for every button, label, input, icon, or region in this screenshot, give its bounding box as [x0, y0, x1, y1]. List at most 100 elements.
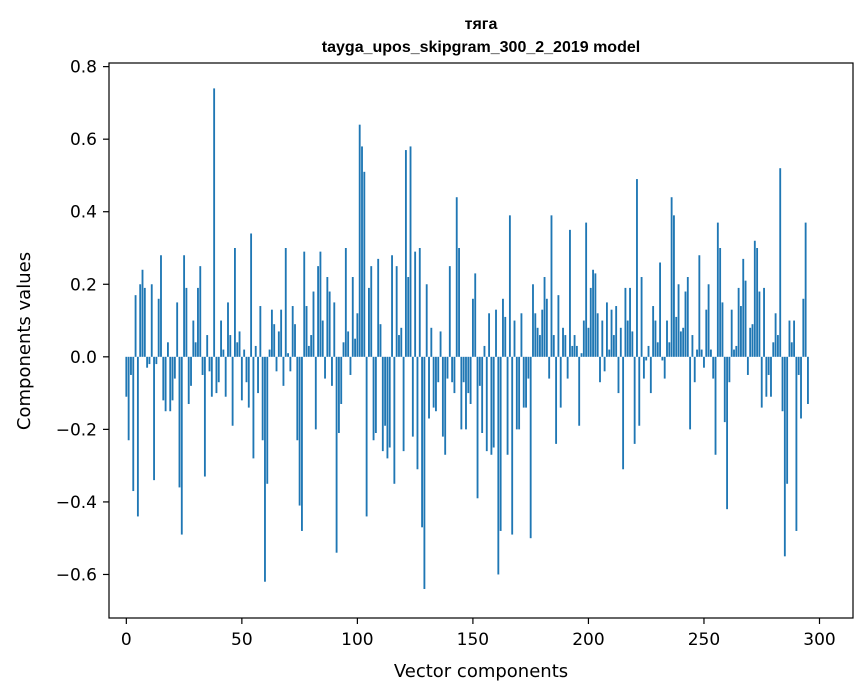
x-axis-label: Vector components [394, 661, 568, 682]
bar-173 [525, 356, 527, 408]
bar-216 [624, 287, 627, 357]
bar-142 [453, 356, 456, 394]
bar-283 [779, 168, 782, 357]
bar-91 [335, 356, 338, 553]
bar-128 [421, 356, 424, 528]
bar-97 [349, 356, 352, 375]
bar-231 [659, 262, 661, 357]
bar-45 [229, 335, 232, 357]
bar-292 [800, 356, 802, 419]
bar-124 [411, 356, 414, 437]
bar-149 [469, 356, 472, 404]
bar-78 [305, 306, 308, 357]
bar-49 [238, 331, 241, 357]
bar-123 [409, 146, 412, 357]
bar-37 [210, 356, 213, 397]
bar-257 [719, 248, 722, 357]
bar-109 [377, 258, 380, 357]
bar-93 [340, 356, 343, 404]
bar-228 [652, 306, 655, 357]
bar-84 [319, 251, 322, 357]
bar-262 [730, 309, 733, 357]
bar-137 [441, 356, 444, 437]
bar-252 [707, 284, 710, 357]
bar-121 [404, 150, 407, 357]
bar-29 [192, 320, 195, 357]
bar-98 [351, 277, 354, 357]
bar-233 [663, 356, 666, 379]
bar-74 [296, 356, 299, 441]
bar-134 [435, 356, 437, 412]
bar-215 [622, 356, 625, 470]
y-tick-label-5: 0.4 [70, 203, 97, 223]
bar-39 [215, 356, 218, 394]
bar-188 [559, 356, 562, 408]
bar-256 [716, 222, 719, 357]
bar-253 [709, 349, 712, 357]
bar-194 [573, 335, 576, 357]
bar-279 [770, 356, 772, 397]
bar-4 [134, 295, 137, 357]
bar-99 [354, 338, 356, 357]
bar-65 [275, 356, 278, 372]
bar-241 [682, 327, 685, 357]
plot-frame [108, 62, 854, 619]
bar-89 [331, 356, 333, 386]
bar-163 [502, 298, 504, 357]
bar-67 [280, 309, 283, 357]
bar-221 [636, 179, 638, 357]
bar-204 [596, 313, 599, 357]
bar-196 [578, 356, 581, 426]
bar-167 [511, 356, 514, 535]
bar-185 [552, 335, 555, 357]
bar-55 [252, 356, 255, 459]
bar-135 [437, 356, 440, 383]
bar-214 [619, 327, 622, 357]
bar-179 [539, 335, 541, 357]
bar-209 [608, 349, 611, 357]
bar-0 [125, 356, 128, 397]
bar-3 [132, 356, 135, 492]
bar-245 [691, 335, 694, 357]
bar-171 [520, 313, 523, 357]
bar-26 [185, 287, 188, 357]
bar-160 [495, 309, 497, 357]
bar-144 [458, 248, 460, 357]
bar-25 [183, 255, 186, 357]
bar-34 [203, 356, 206, 477]
bar-281 [774, 313, 777, 357]
bar-48 [236, 342, 239, 357]
bar-276 [763, 287, 765, 357]
bar-266 [740, 306, 742, 357]
bar-239 [677, 284, 680, 357]
bar-27 [187, 356, 190, 404]
bar-177 [534, 313, 537, 357]
bar-187 [557, 295, 560, 357]
bar-38 [213, 88, 216, 357]
bar-248 [698, 255, 701, 357]
chart-subtitle: tayga_upos_skipgram_300_2_2019 model [322, 39, 640, 56]
bar-66 [277, 331, 280, 357]
bar-230 [656, 342, 659, 357]
y-axis-ticks: −0.6 −0.4 −0.2 0.0 0.2 0.4 0.6 0.8 [56, 58, 109, 585]
bar-212 [615, 306, 618, 357]
bar-69 [284, 248, 287, 357]
x-tick-label-0: 0 [121, 630, 132, 650]
bar-162 [499, 356, 502, 531]
bar-92 [337, 356, 340, 433]
bar-53 [247, 356, 250, 408]
bar-146 [462, 356, 465, 383]
bar-95 [344, 248, 347, 357]
bar-211 [612, 335, 615, 357]
bar-113 [386, 356, 389, 459]
bar-56 [254, 345, 257, 357]
bar-203 [594, 273, 597, 357]
bar-154 [481, 356, 484, 433]
bar-77 [303, 251, 306, 357]
bar-199 [585, 222, 588, 357]
bar-85 [321, 320, 324, 357]
bar-224 [642, 356, 645, 379]
bar-273 [756, 248, 759, 357]
bar-42 [222, 349, 225, 357]
bar-116 [393, 356, 396, 484]
